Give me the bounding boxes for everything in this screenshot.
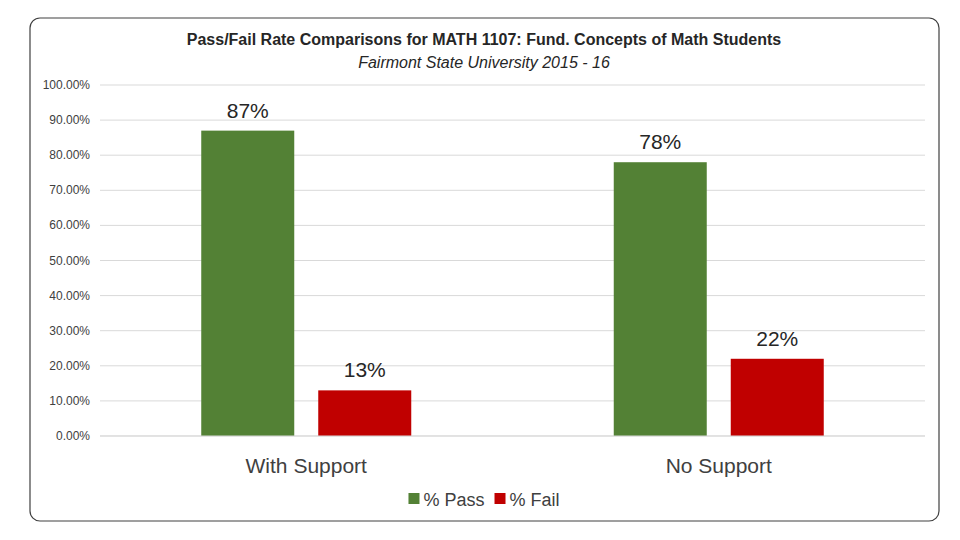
y-tick-label: 20.00%: [49, 359, 90, 373]
y-tick-label: 80.00%: [49, 148, 90, 162]
y-tick-label: 10.00%: [49, 394, 90, 408]
x-axis: [100, 436, 925, 437]
y-tick-label: 60.00%: [49, 218, 90, 232]
y-tick-label: 50.00%: [49, 254, 90, 268]
data-label: 87%: [227, 99, 269, 122]
y-tick-label: 0.00%: [56, 429, 90, 443]
legend: % Pass % Fail: [408, 490, 559, 510]
legend-label: % Pass: [423, 490, 484, 510]
y-tick-label: 70.00%: [49, 183, 90, 197]
y-tick-label: 90.00%: [49, 113, 90, 127]
legend-swatch: [495, 493, 506, 504]
x-tick-label: With Support: [246, 454, 368, 477]
data-labels: 87% 13% 78% 22%: [227, 99, 799, 382]
legend-label: % Fail: [510, 490, 560, 510]
frame: [30, 18, 939, 521]
data-label: 22%: [756, 327, 798, 350]
bars: [201, 131, 824, 436]
bar: [201, 131, 294, 436]
bar: [614, 162, 707, 436]
x-tick-label: No Support: [666, 454, 772, 477]
y-tick-label: 30.00%: [49, 324, 90, 338]
data-label: 78%: [639, 130, 681, 153]
grid-line: [100, 85, 925, 86]
y-tick-label: 100.00%: [43, 78, 91, 92]
bar: [318, 390, 411, 436]
grid-line: [100, 120, 925, 121]
bar: [731, 359, 824, 436]
legend-swatch: [408, 493, 419, 504]
grid-line: [100, 436, 925, 437]
chart: Pass/Fail Rate Comparisons for MATH 1107…: [0, 0, 960, 540]
subtitle: Fairmont State University 2015 - 16: [358, 54, 610, 71]
title: Pass/Fail Rate Comparisons for MATH 1107…: [187, 31, 782, 48]
data-label: 13%: [344, 358, 386, 381]
y-tick-label: 40.00%: [49, 289, 90, 303]
